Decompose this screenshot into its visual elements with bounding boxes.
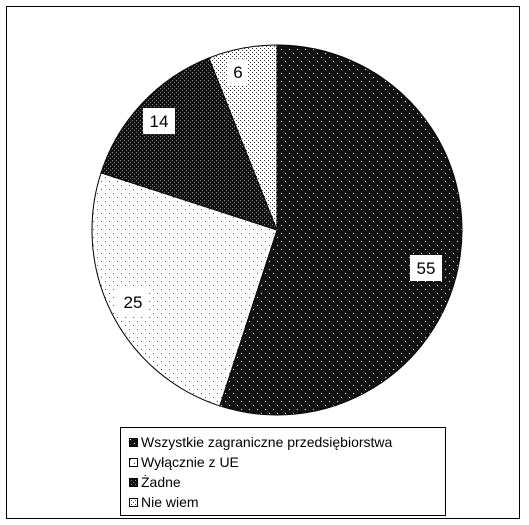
- data-label: 25: [117, 289, 149, 315]
- legend-label: Żadne: [141, 474, 181, 490]
- pie-slice: [91, 172, 278, 407]
- legend-swatch: [129, 437, 138, 447]
- legend-label: Wyłącznie z UE: [141, 454, 239, 470]
- data-label-background: [228, 59, 248, 85]
- data-label: 14: [143, 108, 175, 134]
- legend-item: Wyłącznie z UE: [129, 452, 445, 472]
- data-label-text: 6: [233, 63, 242, 82]
- pie-slice: [208, 44, 278, 231]
- legend-swatch: [129, 497, 138, 507]
- chart-legend: Wszystkie zagraniczne przedsiębiorstwa Wy…: [120, 427, 446, 516]
- data-label-text: 25: [124, 293, 143, 312]
- legend-item: Nie wiem: [129, 492, 445, 512]
- legend-item: Wszystkie zagraniczne przedsiębiorstwa: [129, 432, 445, 452]
- data-label: 55: [410, 255, 442, 281]
- data-label: 6: [228, 59, 248, 85]
- pie-slice: [219, 44, 463, 416]
- legend-label: Nie wiem: [141, 494, 199, 510]
- data-label-text: 55: [417, 259, 436, 278]
- data-label-background: [143, 108, 175, 134]
- legend-label: Wszystkie zagraniczne przedsiębiorstwa: [141, 434, 393, 450]
- legend-item: Żadne: [129, 472, 445, 492]
- data-label-background: [410, 255, 442, 281]
- pie-slice: [100, 57, 278, 231]
- legend-swatch: [129, 457, 138, 467]
- data-label-background: [117, 289, 149, 315]
- data-label-text: 14: [150, 112, 169, 131]
- legend-swatch: [129, 477, 138, 487]
